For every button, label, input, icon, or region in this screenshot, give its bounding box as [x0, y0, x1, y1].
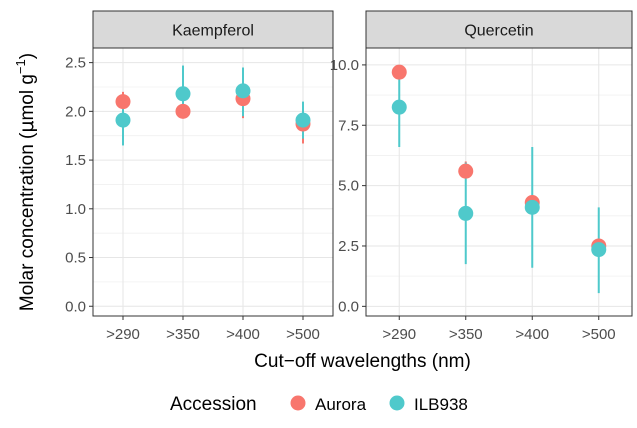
panel-border-0	[92, 47, 334, 317]
panel-border-1	[365, 47, 633, 317]
y-tick-label: 10.0	[330, 57, 359, 74]
x-tick-label: >500	[286, 326, 320, 343]
panel-bg-0	[93, 48, 333, 316]
x-tick-label: >290	[382, 326, 416, 343]
data-point	[458, 205, 474, 221]
legend-label: Aurora	[315, 395, 367, 414]
legend-label: ILB938	[414, 395, 468, 414]
data-point	[458, 163, 474, 179]
data-point	[175, 86, 191, 102]
x-tick-label: >350	[166, 326, 200, 343]
x-tick-label: >290	[106, 326, 140, 343]
data-point	[524, 199, 540, 215]
legend-title: Accession	[170, 394, 257, 415]
x-tick-label: >400	[515, 326, 549, 343]
y-tick-label: 1.0	[65, 201, 86, 218]
data-point	[175, 103, 191, 119]
x-tick-label: >500	[582, 326, 616, 343]
data-point	[235, 83, 251, 99]
facet-strip-0	[92, 10, 334, 49]
y-tick-label: 0.0	[65, 298, 86, 315]
y-tick-label: 2.0	[65, 103, 86, 120]
data-point	[391, 64, 407, 80]
facet-title-1: Quercetin	[464, 23, 533, 40]
legend-key	[290, 395, 306, 411]
data-point	[591, 242, 607, 258]
y-tick-label: 0.0	[338, 298, 359, 315]
y-axis-title: Molar concentration (μmol g−1)	[13, 53, 38, 311]
x-tick-label: >350	[449, 326, 483, 343]
data-point	[115, 112, 131, 128]
facet-title-0: Kaempferol	[172, 23, 254, 40]
y-tick-label: 0.5	[65, 250, 86, 267]
data-point	[115, 94, 131, 110]
x-axis-title: Cut−off wavelengths (nm)	[254, 351, 471, 372]
data-point	[295, 112, 311, 128]
data-point	[391, 99, 407, 115]
x-tick-label: >400	[226, 326, 260, 343]
y-tick-label: 1.5	[65, 152, 86, 169]
y-tick-label: 5.0	[338, 178, 359, 195]
y-tick-label: 2.5	[338, 238, 359, 255]
legend-key	[389, 395, 405, 411]
y-tick-label: 7.5	[338, 117, 359, 134]
panel-bg-1	[366, 48, 632, 316]
facet-strip-1	[365, 10, 633, 49]
y-tick-label: 2.5	[65, 55, 86, 72]
